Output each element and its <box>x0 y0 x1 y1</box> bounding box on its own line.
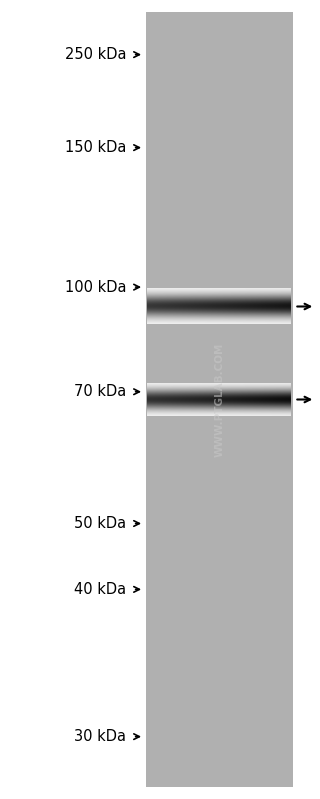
Text: 50 kDa: 50 kDa <box>74 516 126 531</box>
Bar <box>146 12 293 787</box>
Text: 30 kDa: 30 kDa <box>74 729 126 744</box>
Text: 40 kDa: 40 kDa <box>74 582 126 597</box>
Text: 150 kDa: 150 kDa <box>65 140 126 155</box>
Text: WWW.PTGLAB.COM: WWW.PTGLAB.COM <box>214 342 224 457</box>
Text: 250 kDa: 250 kDa <box>65 47 126 62</box>
Text: 100 kDa: 100 kDa <box>65 280 126 295</box>
Text: 70 kDa: 70 kDa <box>74 384 126 400</box>
